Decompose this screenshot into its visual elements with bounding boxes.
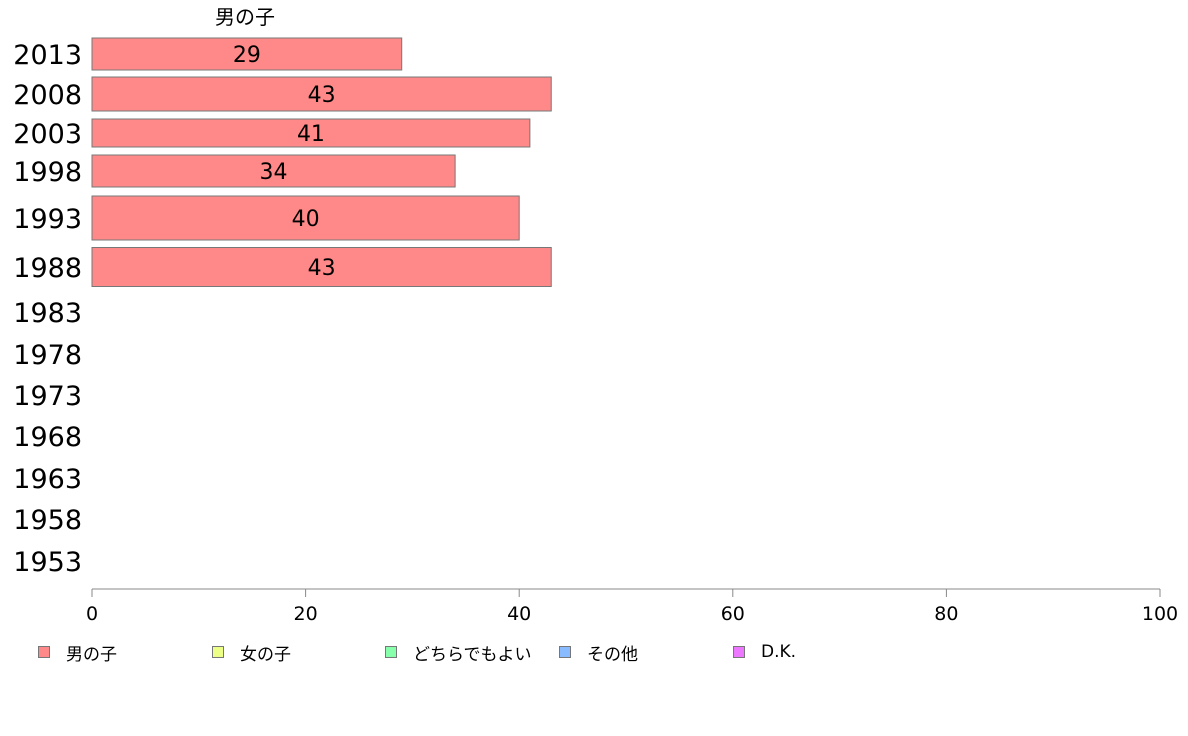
y-tick-label: 1993 bbox=[13, 204, 82, 235]
y-tick-label: 1983 bbox=[13, 298, 82, 329]
series-title: 男の子 bbox=[215, 5, 275, 29]
y-tick-label: 1978 bbox=[13, 340, 82, 371]
y-tick-label: 2013 bbox=[13, 40, 82, 71]
y-tick-label: 1973 bbox=[13, 381, 82, 412]
legend-swatch bbox=[212, 646, 224, 658]
legend-label: その他 bbox=[587, 644, 638, 665]
legend-item: その他 bbox=[559, 640, 638, 665]
y-tick-label: 2008 bbox=[13, 80, 82, 111]
legend-label: 女の子 bbox=[240, 644, 291, 665]
legend: 男の子 女の子 どちらでもよい その他 D.K. bbox=[38, 640, 1138, 665]
y-tick-label: 1958 bbox=[13, 505, 82, 536]
x-tick-label: 60 bbox=[721, 603, 745, 625]
y-tick-label: 1988 bbox=[13, 253, 82, 284]
bar bbox=[91, 195, 520, 241]
legend-item: D.K. bbox=[733, 640, 796, 664]
bar bbox=[91, 76, 552, 112]
bar bbox=[91, 118, 531, 148]
bar-value-label: 34 bbox=[260, 160, 288, 185]
x-axis: 0 20 40 60 80 100 bbox=[86, 588, 1178, 625]
x-tick-label: 0 bbox=[86, 603, 98, 625]
bar-value-label: 43 bbox=[308, 83, 336, 108]
x-tick-label: 20 bbox=[294, 603, 318, 625]
bar-chart: 男の子 2013 2008 2003 1998 1993 1988 1983 1978 1973… bbox=[13, 5, 1178, 625]
x-tick-label: 80 bbox=[934, 603, 958, 625]
legend-label: 男の子 bbox=[66, 644, 117, 665]
legend-swatch bbox=[733, 646, 745, 658]
bar-value-label: 40 bbox=[292, 207, 320, 232]
legend-item: 男の子 bbox=[38, 640, 117, 665]
legend-item: 女の子 bbox=[212, 640, 291, 665]
y-tick-label: 2003 bbox=[13, 119, 82, 150]
x-tick-label: 40 bbox=[507, 603, 531, 625]
x-tick-label: 100 bbox=[1142, 603, 1178, 625]
bar-value-label: 29 bbox=[233, 43, 261, 68]
bar-value-label: 41 bbox=[297, 122, 325, 147]
y-tick-label: 1963 bbox=[13, 464, 82, 495]
y-tick-label: 1998 bbox=[13, 157, 82, 188]
legend-swatch bbox=[38, 646, 50, 658]
legend-swatch bbox=[559, 646, 571, 658]
bar bbox=[91, 247, 552, 287]
legend-swatch bbox=[385, 646, 397, 658]
y-axis-labels: 2013 2008 2003 1998 1993 1988 1983 1978 1973 1968… bbox=[13, 40, 82, 578]
bar-value-label: 43 bbox=[308, 256, 336, 281]
y-tick-label: 1968 bbox=[13, 422, 82, 453]
legend-label: D.K. bbox=[761, 642, 797, 662]
bar bbox=[91, 37, 403, 71]
bar bbox=[91, 154, 456, 188]
legend-item: どちらでもよい bbox=[385, 640, 532, 665]
legend-label: どちらでもよい bbox=[413, 644, 532, 665]
y-tick-label: 1953 bbox=[13, 547, 82, 578]
